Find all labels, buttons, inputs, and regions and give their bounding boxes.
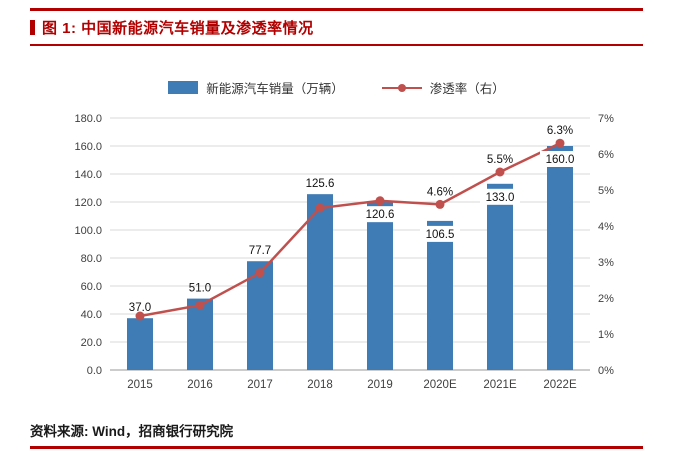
- chart-title: 图 1: 中国新能源汽车销量及渗透率情况: [42, 20, 314, 37]
- left-axis-tick: 140.0: [74, 169, 102, 181]
- line-series-swatch: [381, 81, 422, 94]
- bar-value-label-bg: [540, 151, 580, 167]
- sales-bar: [367, 201, 393, 370]
- right-axis-tick: 4%: [598, 221, 614, 233]
- penetration-value-label: 6.3%: [547, 125, 573, 137]
- left-axis-tick: 120.0: [74, 197, 102, 209]
- sales-bar: [547, 146, 573, 370]
- sales-bar: [187, 298, 213, 370]
- right-axis-tick: 7%: [598, 113, 614, 125]
- bar-series-swatch: [168, 81, 199, 94]
- bar-value-label-bg: [360, 206, 400, 223]
- bar-value-label-bg: [480, 188, 520, 205]
- combo-chart: 0.0 20.0 40.0 60.0 80.0 100.0 120.0 140.0 160.0 1…: [74, 113, 614, 391]
- line-marker: [195, 300, 205, 310]
- penetration-line: [139, 142, 561, 318]
- sales-bar: [247, 261, 273, 370]
- bar-value-label: 133.0: [486, 192, 515, 204]
- category-label: 2016: [187, 379, 213, 391]
- category-label: 2019: [367, 379, 393, 391]
- right-axis-tick: 1%: [598, 329, 614, 341]
- source-note: 资料来源: Wind，招商银行研究院: [30, 424, 234, 439]
- sales-bar: [487, 183, 513, 370]
- bar-value-label: 160.0: [546, 154, 575, 166]
- line-marker: [495, 167, 505, 177]
- legend-label-sales: 新能源汽车销量（万辆）: [206, 82, 344, 96]
- bar-value-label: 51.0: [189, 283, 211, 295]
- left-axis-tick: 0.0: [87, 365, 102, 377]
- sales-bar: [427, 220, 453, 370]
- left-axis-tick: 40.0: [81, 309, 102, 321]
- penetration-value-label: 4.6%: [427, 186, 453, 198]
- title-divider: [30, 44, 643, 46]
- line-marker: [555, 138, 565, 148]
- line-marker: [135, 311, 145, 321]
- chart-header: 图 1: 中国新能源汽车销量及渗透率情况: [30, 17, 314, 38]
- legend-item-sales: 新能源汽车销量（万辆）: [168, 78, 344, 97]
- bar-value-label: 120.6: [366, 209, 395, 221]
- title-accent-marker: [30, 20, 35, 35]
- line-marker: [255, 268, 265, 278]
- bar-value-label: 125.6: [306, 178, 335, 190]
- category-label: 2022E: [543, 379, 577, 391]
- right-axis-tick: 2%: [598, 293, 614, 305]
- bottom-divider: [30, 446, 643, 449]
- left-axis-tick: 60.0: [81, 281, 102, 293]
- line-marker: [315, 203, 325, 213]
- category-label: 2017: [247, 379, 273, 391]
- bar-value-label-bg: [420, 225, 460, 242]
- left-axis-tick: 100.0: [74, 225, 102, 237]
- line-marker: [435, 199, 445, 209]
- sales-bar: [127, 318, 153, 370]
- chart-legend: 新能源汽车销量（万辆） 渗透率（右）: [0, 78, 673, 97]
- category-label: 2015: [127, 379, 153, 391]
- right-axis-tick: 0%: [598, 365, 614, 377]
- bar-value-label: 37.0: [129, 302, 151, 314]
- line-marker: [375, 196, 385, 206]
- left-axis-tick: 160.0: [74, 141, 102, 153]
- sales-bar: [307, 194, 333, 370]
- left-axis-tick: 80.0: [81, 253, 102, 265]
- right-axis-tick: 5%: [598, 185, 614, 197]
- penetration-value-label: 5.5%: [487, 154, 513, 166]
- top-divider: [30, 8, 643, 11]
- bar-value-label: 77.7: [249, 245, 271, 257]
- line-swatch-marker: [397, 83, 406, 92]
- category-label: 2020E: [423, 379, 457, 391]
- left-axis-tick: 180.0: [74, 113, 102, 125]
- right-axis-tick: 6%: [598, 149, 614, 161]
- legend-label-penetration: 渗透率（右）: [429, 82, 505, 96]
- bar-value-label: 106.5: [426, 229, 455, 241]
- category-label: 2018: [307, 379, 333, 391]
- legend-item-penetration: 渗透率（右）: [381, 78, 505, 97]
- right-axis-tick: 3%: [598, 257, 614, 269]
- category-label: 2021E: [483, 379, 517, 391]
- left-axis-tick: 20.0: [81, 337, 102, 349]
